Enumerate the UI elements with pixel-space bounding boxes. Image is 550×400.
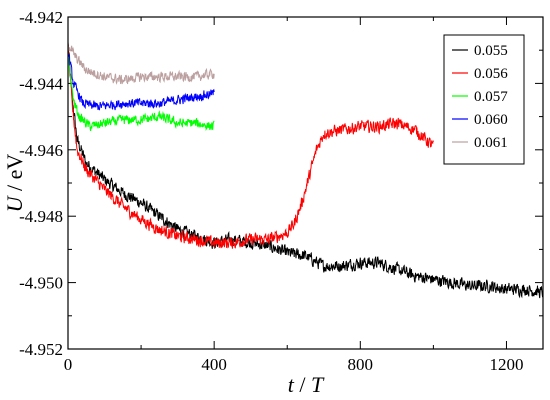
y-tick-label: -4.942	[19, 8, 63, 27]
x-axis-label-denominator: T	[311, 372, 325, 397]
x-tick-label: 1200	[489, 355, 523, 374]
y-axis-label: U / eV	[2, 154, 27, 213]
legend-label-0.061: 0.061	[474, 135, 508, 151]
y-axis-label-separator: /	[2, 179, 27, 196]
x-axis-label-variable: t	[288, 372, 295, 397]
series-line-0.056	[67, 43, 434, 249]
series-line-0.060	[67, 54, 215, 111]
y-axis-label-variable: U	[2, 194, 27, 212]
plot-frame	[67, 16, 544, 350]
series-line-0.061	[67, 45, 215, 85]
y-tick-label: -4.950	[19, 274, 63, 293]
legend-label-0.056: 0.056	[474, 66, 508, 82]
legend: 0.055 0.056 0.057 0.060 0.061	[443, 34, 525, 165]
x-tick-label: 800	[348, 355, 374, 374]
x-axis-label-separator: /	[294, 372, 311, 397]
x-tick-label: 400	[201, 355, 227, 374]
y-tick-label: -4.946	[19, 141, 63, 160]
legend-label-0.057: 0.057	[474, 89, 508, 105]
x-axis-label: t / T	[288, 372, 325, 397]
series-line-0.057	[67, 55, 215, 132]
series-layer	[67, 41, 544, 299]
legend-label-0.060: 0.060	[474, 112, 508, 128]
y-tick-label: -4.944	[19, 74, 63, 93]
y-tick-label: -4.948	[19, 207, 63, 226]
series-line-0.055	[67, 41, 544, 299]
legend-label-0.055: 0.055	[474, 43, 508, 59]
y-tick-label: -4.952	[19, 340, 63, 359]
y-axis-label-unit: eV	[2, 154, 27, 180]
x-tick-label: 0	[64, 355, 73, 374]
ticks-layer: 0 400 800 1200 -4.952 -4.950 -4.948 -4.946 -4.94…	[19, 8, 543, 374]
